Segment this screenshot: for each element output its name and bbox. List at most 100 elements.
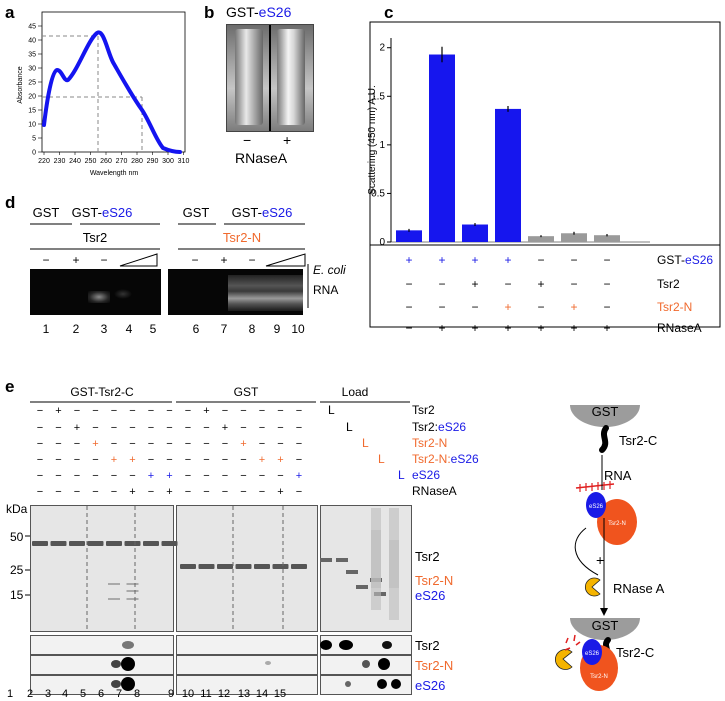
- d-sign-5: +: [220, 253, 227, 267]
- e-sign: −: [259, 486, 265, 498]
- e-sign: −: [55, 438, 61, 450]
- panel-c-letter: c: [384, 3, 394, 22]
- d-subgroup-tsr2n: Tsr2-N: [223, 230, 261, 245]
- e-load-marker: L: [362, 436, 369, 450]
- e-sign: −: [240, 405, 246, 417]
- scattering-sign: +: [438, 253, 445, 267]
- e-lane-number: 6: [98, 688, 104, 700]
- schematic-es26-shape: [586, 492, 606, 518]
- d-band-lane3: [88, 291, 110, 303]
- e-load-marker: L: [346, 420, 353, 434]
- d-sign-2: +: [72, 253, 79, 267]
- e-blot-label-tsr2: Tsr2: [415, 638, 440, 653]
- schematic-es26-label-top: eS26: [589, 504, 604, 510]
- e-sign: −: [92, 454, 98, 466]
- absorbance-xtick: 230: [54, 158, 66, 165]
- e-band-gst-tsr2c: [143, 541, 159, 546]
- e-sign: −: [185, 486, 191, 498]
- scattering-sign: +: [570, 300, 577, 314]
- e-sign: −: [55, 470, 61, 482]
- e-sign: −: [148, 486, 154, 498]
- e-sign: −: [166, 438, 172, 450]
- d-group-2: GST-eS26: [72, 205, 133, 220]
- scattering-sign: −: [603, 300, 610, 314]
- e-sign: −: [92, 422, 98, 434]
- schematic-tsr2n-shape: [597, 499, 637, 545]
- scattering-sign: +: [537, 277, 544, 291]
- e-sign: +: [259, 454, 265, 466]
- scattering-chart: 0 0.5 1 1.5 2 Scattering (450 nm) A.U. + + + + −…: [367, 21, 721, 335]
- schematic-tsr2c-bottom-label: Tsr2-C: [616, 645, 654, 660]
- e-sign: −: [222, 405, 228, 417]
- panel-d-letter: d: [5, 193, 16, 212]
- e-sign: −: [185, 470, 191, 482]
- e-sign: −: [222, 486, 228, 498]
- schematic-plus: +: [596, 552, 604, 568]
- e-band-gst-tsr2c: [69, 541, 85, 546]
- panel-b-title-prefix: GST-: [226, 4, 259, 20]
- absorbance-ytick: 0: [32, 150, 36, 157]
- panel-b-letter: b: [204, 3, 215, 22]
- absorbance-xtick: 240: [69, 158, 81, 165]
- schematic-es26-bottom: [582, 639, 602, 665]
- scattering-ytick: 2: [379, 43, 385, 54]
- absorbance-ytick: 40: [28, 38, 36, 45]
- e-band-faint: [126, 583, 139, 585]
- e-row-label: RNaseA: [412, 484, 457, 498]
- e-band-faint: [126, 598, 139, 600]
- schematic-tsr2c-tail: [599, 425, 609, 453]
- e-sign: −: [129, 405, 135, 417]
- e-sign: −: [222, 470, 228, 482]
- e-sign: −: [277, 470, 283, 482]
- d-group-4: GST-eS26: [232, 205, 293, 220]
- scattering-sign: −: [603, 277, 610, 291]
- e-sign: −: [92, 405, 98, 417]
- e-sign: −: [296, 405, 302, 417]
- e-blot3-b: [176, 675, 318, 695]
- d-lane-number: 1: [43, 322, 50, 336]
- e-sign: −: [55, 486, 61, 498]
- e-lane-number: 3: [45, 688, 51, 700]
- e-lane-number: 13: [238, 688, 250, 700]
- absorbance-xtick: 310: [178, 158, 190, 165]
- e-lane-number: 9: [168, 688, 174, 700]
- panel-a-letter: a: [5, 3, 15, 22]
- e-blot3-a: [30, 675, 174, 695]
- scattering-sign: +: [504, 300, 511, 314]
- absorbance-ytick: 30: [28, 66, 36, 73]
- d-lane-number: 9: [274, 322, 281, 336]
- e-band-load: [336, 558, 348, 562]
- e-band-gst-tsr2c: [124, 541, 141, 546]
- e-sign: +: [166, 486, 172, 498]
- e-lane-number: 1: [7, 688, 13, 700]
- absorbance-xtick: 250: [85, 158, 97, 165]
- panel-d-side: E. coli RNA 1 2 3 4 5 6 7 8 9 10: [43, 263, 346, 336]
- schematic-tsr2c-label: Tsr2-C: [619, 433, 657, 448]
- absorbance-chart: 0 5 10 15 20 25 30 35 40 45 220 230 240 250 260 270 280 2…: [17, 11, 190, 177]
- e-sign: −: [259, 438, 265, 450]
- e-lane-number: 11: [200, 688, 211, 700]
- e-row-label: Tsr2-N:eS26: [412, 452, 479, 466]
- d-gel-right: [168, 269, 303, 315]
- e-blot1-a: [30, 635, 174, 655]
- schematic-gst-top: [570, 405, 640, 427]
- scattering-bar: [528, 236, 554, 242]
- e-sign: −: [74, 454, 80, 466]
- e-group-title-3: Load: [342, 385, 369, 399]
- e-sign: −: [185, 422, 191, 434]
- e-sign: −: [111, 470, 117, 482]
- e-sign: +: [55, 405, 61, 417]
- e-mw-15: 15: [10, 588, 24, 602]
- scattering-ytick: 1.5: [371, 91, 385, 102]
- d-lane-number: 4: [126, 322, 133, 336]
- d-lane-number: 2: [73, 322, 80, 336]
- scattering-ytick: 1: [379, 140, 385, 151]
- e-sign: +: [203, 405, 209, 417]
- schematic-rna-strand: [575, 483, 615, 489]
- e-sign: −: [203, 454, 209, 466]
- absorbance-ytick: 25: [28, 80, 36, 87]
- e-band-gst: [235, 564, 252, 569]
- e-blot2-a: [30, 655, 174, 675]
- scattering-sign: −: [603, 253, 610, 267]
